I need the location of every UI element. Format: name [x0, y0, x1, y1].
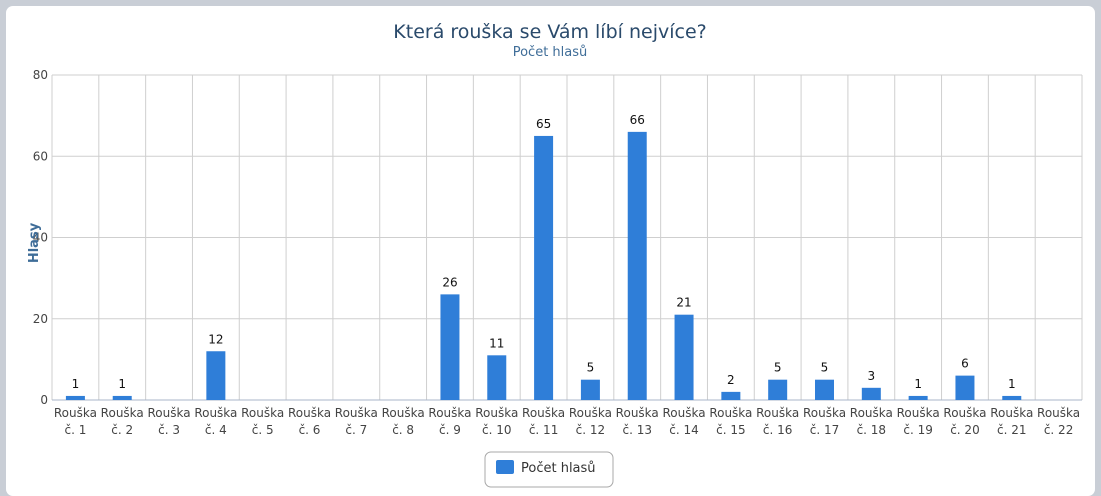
x-category-label: č. 9 [439, 423, 461, 437]
x-category-label: Rouška [897, 406, 940, 420]
x-category-label: Rouška [101, 406, 144, 420]
x-category-label: č. 14 [669, 423, 699, 437]
data-label: 2 [727, 373, 735, 387]
data-label: 5 [774, 361, 782, 375]
x-category-label: č. 18 [857, 423, 887, 437]
x-category-label: Rouška [569, 406, 612, 420]
x-category-label: č. 4 [205, 423, 227, 437]
data-label: 65 [536, 117, 551, 131]
chart-title: Která rouška se Vám líbí nejvíce? [393, 21, 706, 43]
x-axis-categories: Rouška č. 1 Rouška č. 2 Rouška č. 3 Rouška č. 4… [54, 406, 1080, 437]
x-category-label: č. 17 [810, 423, 840, 437]
x-category-label: Rouška [428, 406, 471, 420]
legend-box [484, 451, 614, 488]
x-category-label: Rouška [54, 406, 97, 420]
legend[interactable]: Počet hlasů [484, 451, 614, 488]
bar[interactable] [580, 379, 600, 400]
legend-swatch [496, 460, 514, 474]
bar[interactable] [65, 395, 85, 400]
x-category-label: č. 20 [950, 423, 980, 437]
bar[interactable] [534, 135, 554, 400]
y-tick-label: 0 [40, 393, 48, 407]
x-category-label: Rouška [1037, 406, 1080, 420]
x-category-label: Rouška [990, 406, 1033, 420]
x-category-label: č. 1 [64, 423, 86, 437]
x-category-label: č. 21 [997, 423, 1027, 437]
bar[interactable] [768, 379, 788, 400]
chart-subtitle: Počet hlasů [513, 45, 588, 60]
bar[interactable] [206, 351, 226, 400]
data-label: 1 [914, 377, 922, 391]
legend-label[interactable]: Počet hlasů [521, 461, 596, 476]
bar[interactable] [955, 375, 975, 400]
x-category-label: Rouška [194, 406, 237, 420]
data-label: 1 [1008, 377, 1016, 391]
x-category-label: Rouška [803, 406, 846, 420]
y-axis-ticks: 0 20 40 60 80 [33, 68, 48, 407]
x-category-label: Rouška [943, 406, 986, 420]
data-label: 66 [630, 113, 645, 127]
x-category-label: č. 2 [111, 423, 133, 437]
data-label: 21 [676, 296, 691, 310]
data-label: 5 [821, 361, 829, 375]
data-label: 3 [867, 369, 875, 383]
x-category-label: č. 7 [345, 423, 367, 437]
data-label: 5 [587, 361, 595, 375]
x-category-label: Rouška [241, 406, 284, 420]
x-category-label: č. 13 [622, 423, 652, 437]
x-category-label: Rouška [335, 406, 378, 420]
bar[interactable] [440, 294, 460, 400]
bar[interactable] [627, 131, 647, 400]
x-category-label: Rouška [709, 406, 752, 420]
x-category-label: č. 8 [392, 423, 414, 437]
x-category-label: Rouška [522, 406, 565, 420]
y-tick-label: 80 [33, 68, 48, 82]
y-tick-label: 40 [33, 231, 48, 245]
y-tick-label: 20 [33, 312, 48, 326]
x-category-label: č. 10 [482, 423, 512, 437]
x-category-label: č. 19 [903, 423, 933, 437]
x-category-label: Rouška [616, 406, 659, 420]
x-category-label: č. 3 [158, 423, 180, 437]
x-category-label: č. 15 [716, 423, 746, 437]
y-axis-title: Hlasy [27, 222, 42, 263]
x-category-label: č. 11 [529, 423, 559, 437]
bar[interactable] [721, 391, 741, 400]
data-label: 1 [72, 377, 80, 391]
bar[interactable] [1002, 395, 1022, 400]
bar[interactable] [908, 395, 928, 400]
x-category-label: č. 16 [763, 423, 793, 437]
data-label: 12 [208, 332, 223, 346]
x-category-label: Rouška [475, 406, 518, 420]
x-category-label: č. 12 [576, 423, 606, 437]
bar[interactable] [487, 355, 507, 400]
x-category-label: Rouška [147, 406, 190, 420]
bars [65, 131, 1022, 400]
x-category-label: Rouška [382, 406, 425, 420]
bar[interactable] [861, 387, 881, 400]
bar-chart: Která rouška se Vám líbí nejvíce? Počet … [27, 21, 1083, 488]
x-category-label: Rouška [288, 406, 331, 420]
data-label: 11 [489, 336, 504, 350]
x-category-label: Rouška [756, 406, 799, 420]
data-label: 26 [442, 275, 457, 289]
data-label: 6 [961, 357, 969, 371]
x-category-label: Rouška [850, 406, 893, 420]
bar[interactable] [674, 314, 694, 400]
data-label: 1 [118, 377, 126, 391]
y-tick-label: 60 [33, 149, 48, 163]
bar[interactable] [815, 379, 834, 400]
bar[interactable] [112, 395, 132, 400]
x-category-label: č. 22 [1044, 423, 1074, 437]
x-category-label: č. 5 [252, 423, 274, 437]
x-category-label: č. 6 [299, 423, 321, 437]
chart-panel: Která rouška se Vám líbí nejvíce? Počet … [6, 6, 1095, 496]
x-category-label: Rouška [662, 406, 705, 420]
